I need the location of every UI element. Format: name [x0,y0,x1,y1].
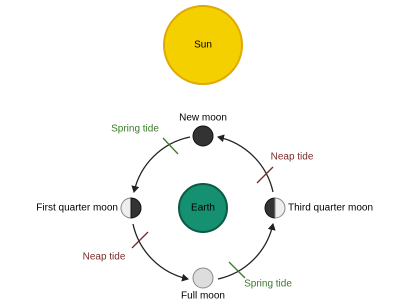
tide-label: Spring tide [111,124,159,135]
orbit-arrow [133,224,188,279]
moon-label: Full moon [181,291,225,302]
first-quarter-moon [121,198,141,218]
new-moon [193,126,213,146]
moon-label: Third quarter moon [288,203,373,214]
tide-label: Spring tide [244,279,292,290]
tide-tick [257,167,273,183]
tide-label: Neap tide [271,152,314,163]
earth-label: Earth [191,203,215,214]
moon-label: New moon [179,113,227,124]
tide-tick [132,232,148,248]
orbit-arrow [218,137,273,192]
full-moon [193,268,213,288]
moon-label: First quarter moon [36,203,118,214]
orbit-arrow [134,137,190,192]
third-quarter-moon [265,198,285,218]
tide-tick [229,262,245,278]
tide-tick [163,138,178,154]
orbit-arrow [218,224,273,279]
sun-label: Sun [194,40,212,51]
moon-phases-diagram: Sun Earth New moon First quarter moon Fu… [0,0,403,305]
tide-label: Neap tide [83,252,126,263]
